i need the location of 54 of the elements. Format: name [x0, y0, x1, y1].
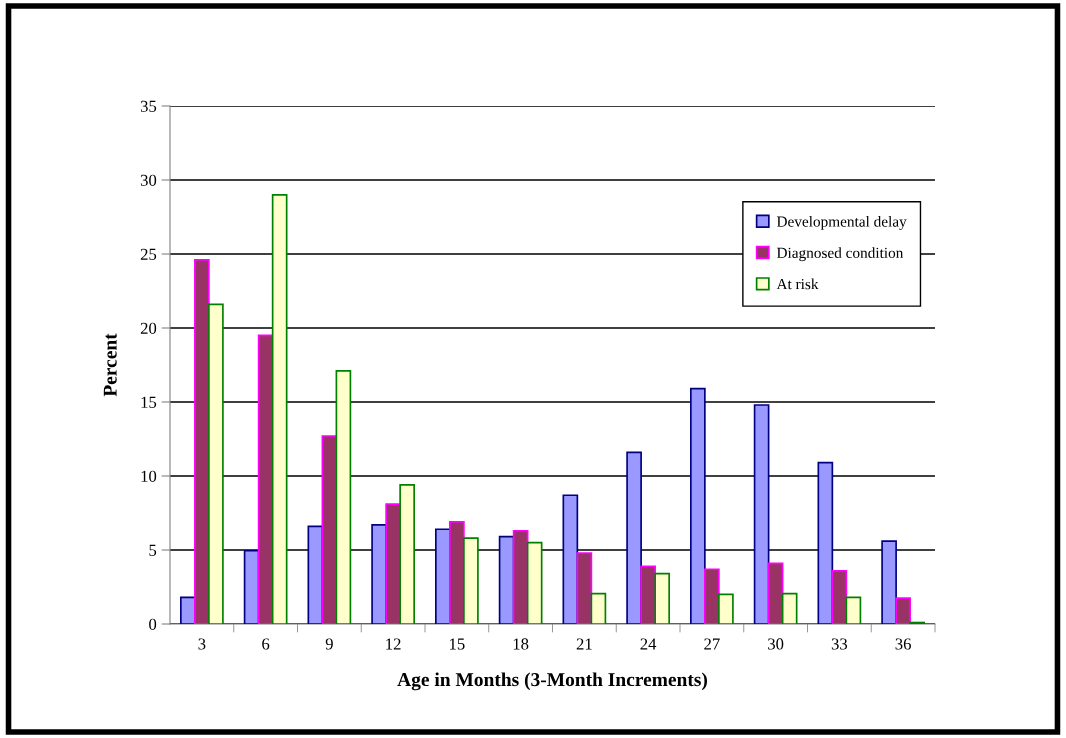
bar — [845, 596, 862, 624]
y-tick-label: 20 — [140, 322, 157, 334]
y-tick-label: 5 — [149, 544, 157, 556]
x-tick-label: 36 — [895, 638, 911, 650]
x-tick-label: 33 — [831, 638, 848, 650]
bar — [654, 572, 670, 624]
y-tick-label: 25 — [140, 248, 157, 260]
legend-label: Developmental delay — [776, 216, 907, 230]
bar — [753, 404, 770, 624]
y-tick-label: 0 — [149, 618, 157, 630]
y-tick-label: 35 — [140, 100, 157, 112]
bar — [704, 568, 720, 624]
bar — [781, 592, 798, 624]
x-tick-label: 21 — [576, 638, 592, 650]
bar — [690, 387, 706, 624]
y-tick-label: 15 — [141, 396, 157, 408]
y-axis-title: Percent — [103, 333, 117, 397]
bar — [640, 565, 656, 624]
x-tick-label: 9 — [325, 638, 333, 650]
bar — [307, 525, 324, 624]
x-tick-label: 18 — [513, 638, 529, 650]
bar — [767, 562, 784, 624]
bar — [576, 552, 593, 624]
x-tick-label: 24 — [640, 638, 657, 650]
bar — [449, 521, 465, 624]
x-tick-label: 30 — [768, 638, 784, 650]
bar — [562, 494, 579, 624]
bar — [435, 528, 451, 624]
bar — [526, 541, 543, 624]
bar — [831, 569, 848, 624]
x-axis-title: Age in Months (3-Month Increments) — [397, 672, 708, 691]
bar — [626, 451, 642, 624]
bar — [385, 503, 401, 624]
bar — [463, 537, 479, 624]
x-tick-label: 3 — [198, 638, 206, 650]
bar — [512, 529, 529, 624]
legend-label: Diagnosed condition — [776, 247, 904, 262]
bar — [590, 592, 607, 624]
bar — [817, 461, 834, 624]
y-tick-label: 30 — [140, 174, 157, 186]
bar — [881, 540, 897, 624]
bar — [271, 193, 288, 624]
bar — [335, 370, 352, 624]
x-tick-label: 12 — [386, 638, 401, 650]
bar — [895, 597, 911, 624]
y-tick-label: 10 — [141, 470, 157, 482]
x-tick-label: 27 — [704, 638, 720, 650]
bar — [194, 259, 210, 624]
x-tick-label: 15 — [450, 638, 465, 650]
legend-label: At risk — [776, 278, 819, 290]
bar — [208, 303, 224, 624]
bar — [399, 484, 415, 624]
bar — [718, 593, 734, 624]
x-tick-label: 6 — [262, 638, 270, 650]
